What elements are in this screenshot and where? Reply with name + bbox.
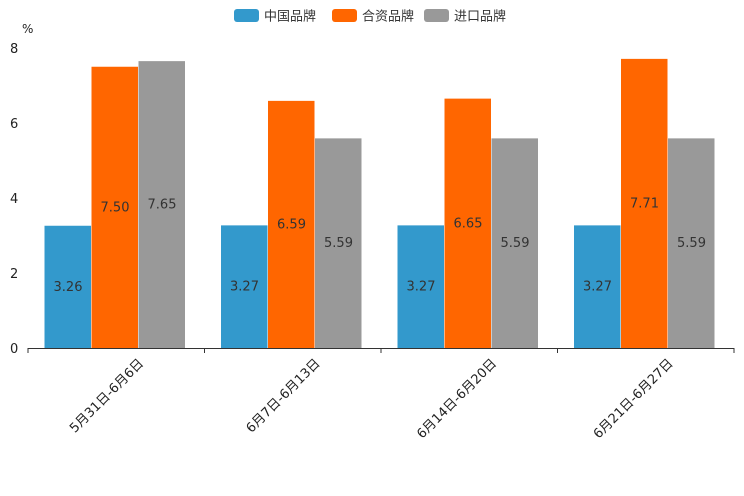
legend-label-2[interactable]: 合资品牌 <box>362 9 414 25</box>
bar-2-3[interactable] <box>444 98 492 348</box>
bar-value-label-1-4: 3.27 <box>583 280 612 295</box>
bar-value-label-1-1: 3.26 <box>54 280 83 295</box>
bar-2-1[interactable] <box>91 66 139 348</box>
x-category-label-3: 6月14日-6月20日 <box>414 356 500 442</box>
bar-1-4[interactable] <box>574 225 621 348</box>
bar-3-4[interactable] <box>668 138 715 348</box>
bar-value-label-2-4: 7.71 <box>630 196 659 211</box>
bar-value-label-3-1: 7.65 <box>148 198 177 213</box>
bar-1-2[interactable] <box>221 225 268 348</box>
x-axis: 5月31日-6月6日 6月7日-6月13日 6月14日-6月20日 6月21日-6月2… <box>27 348 735 442</box>
x-category-label-4: 6月21日-6月27日 <box>591 356 677 442</box>
bar-value-label-3-2: 5.59 <box>324 236 353 251</box>
y-tick-label-2: 2 <box>10 267 18 282</box>
bar-2-2[interactable] <box>268 100 315 348</box>
legend-label-3[interactable]: 进口品牌 <box>454 9 506 25</box>
bar-value-label-1-2: 3.27 <box>230 280 259 295</box>
bar-value-label-2-3: 6.65 <box>454 216 483 231</box>
y-tick-label-0: 0 <box>10 342 18 357</box>
bar-value-label-3-3: 5.59 <box>501 236 530 251</box>
bar-labels-group: 3.26 7.50 7.65 3.27 6.59 5.59 3.27 6.65 5.59 3.27… <box>54 196 706 294</box>
bar-1-3[interactable] <box>397 225 445 348</box>
bar-value-label-2-2: 6.59 <box>277 217 306 232</box>
bar-value-label-2-1: 7.50 <box>101 200 130 215</box>
bar-1-1[interactable] <box>44 225 92 348</box>
legend-swatch-2[interactable] <box>332 9 357 22</box>
legend-label-1[interactable]: 中国品牌 <box>264 9 316 25</box>
x-category-label-1: 5月31日-6月6日 <box>67 356 147 436</box>
x-category-label-2: 6月7日-6月13日 <box>244 356 324 436</box>
y-tick-label-4: 4 <box>10 192 18 207</box>
bar-3-1[interactable] <box>138 61 186 348</box>
legend-swatch-1[interactable] <box>234 9 259 22</box>
legend-swatch-3[interactable] <box>424 9 449 22</box>
y-tick-label-8: 8 <box>10 42 18 57</box>
bar-value-label-1-3: 3.27 <box>407 280 436 295</box>
y-axis: 0 2 4 6 8 <box>10 42 18 357</box>
y-axis-unit-label: % <box>22 22 33 36</box>
bars-group <box>44 58 715 348</box>
chart-legend: 中国品牌 合资品牌 进口品牌 <box>234 9 506 25</box>
bar-value-label-3-4: 5.59 <box>677 236 706 251</box>
bar-2-4[interactable] <box>621 58 668 348</box>
y-tick-label-6: 6 <box>10 117 18 132</box>
bar-3-3[interactable] <box>491 138 539 348</box>
bar-3-2[interactable] <box>315 138 362 348</box>
